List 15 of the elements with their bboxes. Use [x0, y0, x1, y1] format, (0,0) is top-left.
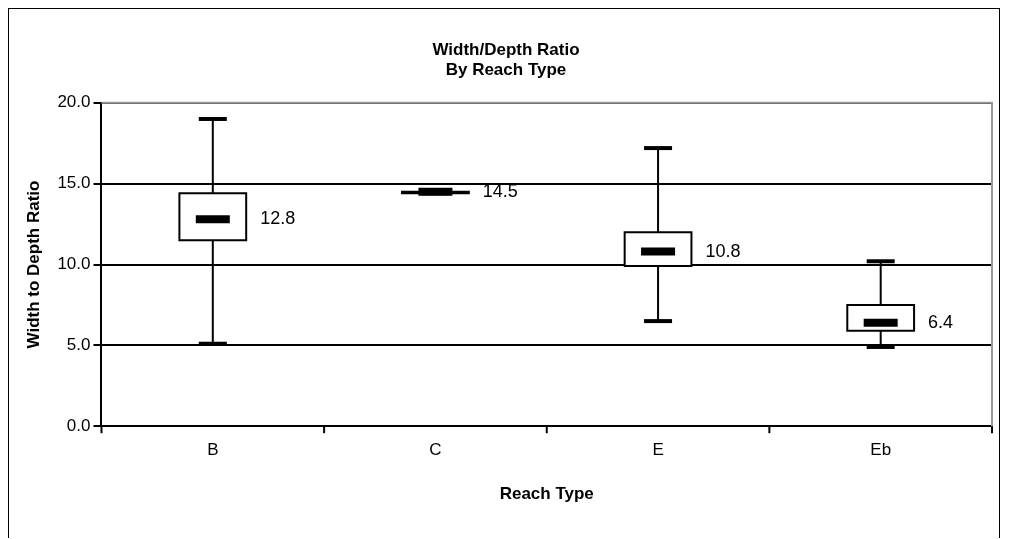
- y-tick-label: 0.0: [66, 415, 91, 435]
- annotation: 6.4: [928, 311, 954, 332]
- y-tick-label: 5.0: [66, 335, 91, 355]
- annotation: 12.8: [260, 208, 296, 229]
- y-axis-title: Width to Depth Ratio: [23, 180, 43, 349]
- x-tick-label: E: [652, 440, 664, 460]
- chart-title: Width/Depth Ratio By Reach Type: [432, 39, 580, 80]
- y-tick-label: 20.0: [57, 92, 91, 112]
- annotation: 10.8: [705, 240, 741, 261]
- x-tick-label: B: [207, 440, 219, 460]
- x-tick-label: Eb: [870, 440, 892, 460]
- x-axis-title: Reach Type: [499, 484, 594, 504]
- y-tick-label: 15.0: [57, 173, 91, 193]
- y-tick-label: 10.0: [57, 254, 91, 274]
- x-tick-label: C: [429, 440, 442, 460]
